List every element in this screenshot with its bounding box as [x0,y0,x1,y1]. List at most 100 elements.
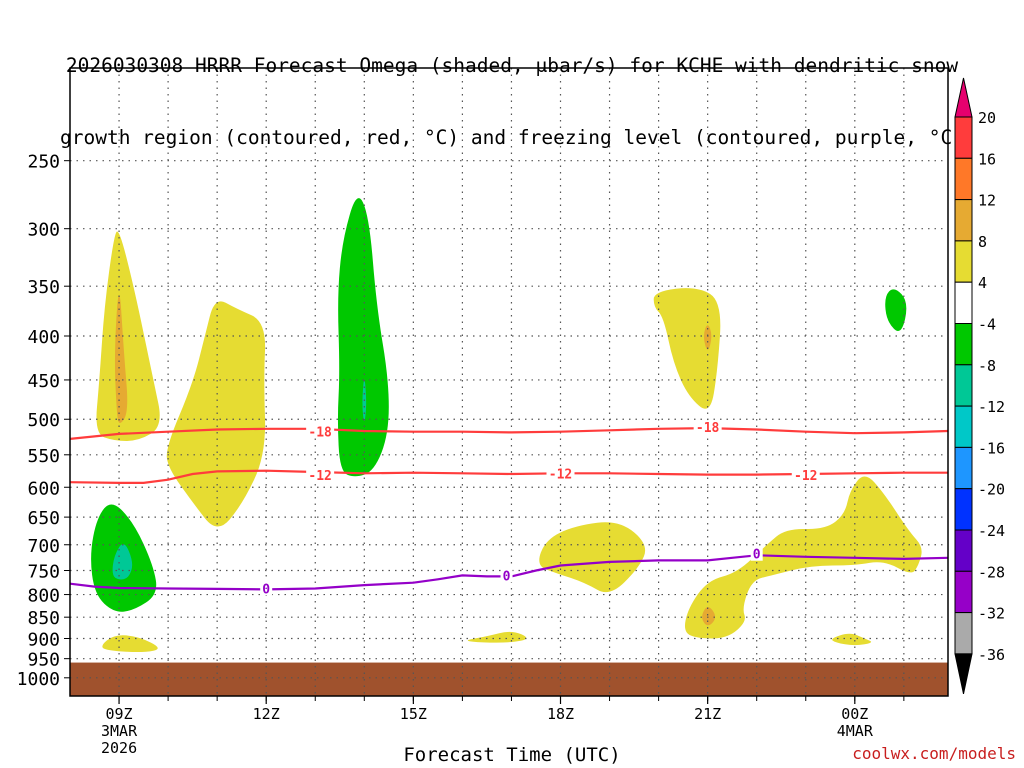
colorbar-label-13: -36 [978,646,1005,664]
x-tick-label-09Z: 09Z [106,705,133,723]
y-tick-label-500: 500 [27,410,60,431]
colorbar: 20 16 12 8 4 -4 -8 -12 -16 -20 -24 -28 -32 -36 [954,77,1005,695]
colorbar-label-8: -16 [978,439,1005,457]
colorbar-label-12: -32 [978,605,1005,623]
colorbar-bin-1 [954,157,973,201]
dgz-label-2-bg [546,466,575,481]
colorbar-bottom-arrow [954,653,973,695]
colorbar-label-10: -24 [978,522,1005,540]
x-axis-title: Forecast Time (UTC) [403,744,621,766]
colorbar-label-1: 16 [978,150,996,168]
colorbar-bin-5 [954,323,973,366]
colorbar-label-0: 20 [978,109,996,127]
x-tick-label-00Z: 00Z [841,705,868,723]
omega-region-10 [102,635,158,653]
y-tick-label-350: 350 [27,277,60,298]
dgz-label-0: -18 [308,425,332,440]
dgz-label-0-bg [306,424,335,439]
dgz-label-2: -12 [549,468,572,483]
freezing-label-0: 0 [262,582,270,597]
colorbar-label-7: -12 [978,398,1005,416]
colorbar-bin-3 [954,240,973,283]
colorbar-bin-11 [954,570,973,614]
x-tick-label-15Z: 15Z [400,705,427,723]
colorbar-bin-7 [954,405,973,448]
colorbar-bin-9 [954,488,973,531]
dgz-label-4-bg [693,420,722,435]
y-tick-label-950: 950 [27,650,60,671]
omega-region-12 [539,522,646,593]
freezing-label-1: 0 [503,569,511,584]
colorbar-label-3: 8 [978,233,987,251]
y-tick-label-400: 400 [27,327,60,348]
colorbar-bin-8 [954,446,973,490]
colorbar-label-4: 4 [978,274,987,292]
x-tick-sublabel-09Z-0: 3MAR [101,722,138,740]
colorbar-label-9: -20 [978,481,1005,499]
y-tick-label-750: 750 [27,561,60,582]
y-axis: 2503003504004505005506006507007508008509… [17,152,70,690]
colorbar-label-6: -8 [978,357,996,375]
colorbar-top-arrow [954,77,973,118]
colorbar-label-5: -4 [978,316,996,334]
dgz-contour-1 [70,469,948,484]
omega-region-5 [653,288,721,409]
ground-surface [70,662,948,696]
y-tick-label-850: 850 [27,608,60,629]
freezing-label-1-bg [500,568,513,583]
title-line-2: growth region (contoured, red, °C) and f… [60,126,964,149]
omega-region-9 [112,544,133,580]
omega-region-1 [114,295,128,423]
colorbar-bin-10 [954,529,973,572]
contour-layer: -18 -12 -12 -12 -18 0 0 0 [70,420,948,597]
x-tick-label-21Z: 21Z [694,705,721,723]
dgz-label-1-bg [306,467,335,482]
y-tick-label-700: 700 [27,536,60,557]
omega-region-15 [832,633,872,646]
credit-text: coolwx.com/models [852,744,1016,763]
dgz-label-1: -12 [308,469,331,484]
y-tick-label-600: 600 [27,478,60,499]
gridlines-layer [70,68,948,696]
y-tick-label-450: 450 [27,371,60,392]
omega-region-11 [467,631,527,643]
omega-region-14 [702,607,716,626]
dgz-label-3: -12 [794,469,817,484]
omega-region-2 [166,301,266,527]
dgz-label-3-bg [791,467,820,482]
x-tick-sublabel-09Z-1: 2026 [101,739,137,757]
y-tick-label-900: 900 [27,629,60,650]
omega-region-0 [96,231,160,441]
colorbar-label-11: -28 [978,563,1005,581]
freezing-level-line [70,554,948,591]
freezing-label-0-bg [260,581,273,596]
colorbar-bin-6 [954,364,973,407]
chart-title: 2026030308 HRRR Forecast Omega (shaded, … [0,6,1024,174]
freezing-label-2: 0 [753,548,761,563]
colorbar-bin-12 [954,612,973,655]
title-line-1: 2026030308 HRRR Forecast Omega (shaded, … [65,54,959,77]
omega-region-3 [337,198,389,477]
x-tick-label-12Z: 12Z [253,705,280,723]
colorbar-bin-4 [954,281,973,325]
y-tick-label-300: 300 [27,220,60,241]
dgz-contour-0 [70,426,948,440]
plot-frame [69,67,949,697]
colorbar-label-2: 12 [978,192,996,210]
omega-region-6 [703,325,712,350]
y-tick-label-550: 550 [27,446,60,467]
y-tick-label-800: 800 [27,586,60,607]
y-tick-label-250: 250 [27,152,60,173]
y-tick-label-1000: 1000 [17,669,60,690]
omega-shading-layer [70,198,948,696]
y-tick-label-650: 650 [27,508,60,529]
colorbar-bin-2 [954,199,973,242]
x-tick-label-18Z: 18Z [547,705,574,723]
x-tick-sublabel-00Z-0: 4MAR [837,722,874,740]
omega-region-7 [885,289,907,331]
colorbar-bin-0 [954,116,973,159]
freezing-label-2-bg [750,546,763,561]
dgz-label-4: -18 [696,421,720,436]
